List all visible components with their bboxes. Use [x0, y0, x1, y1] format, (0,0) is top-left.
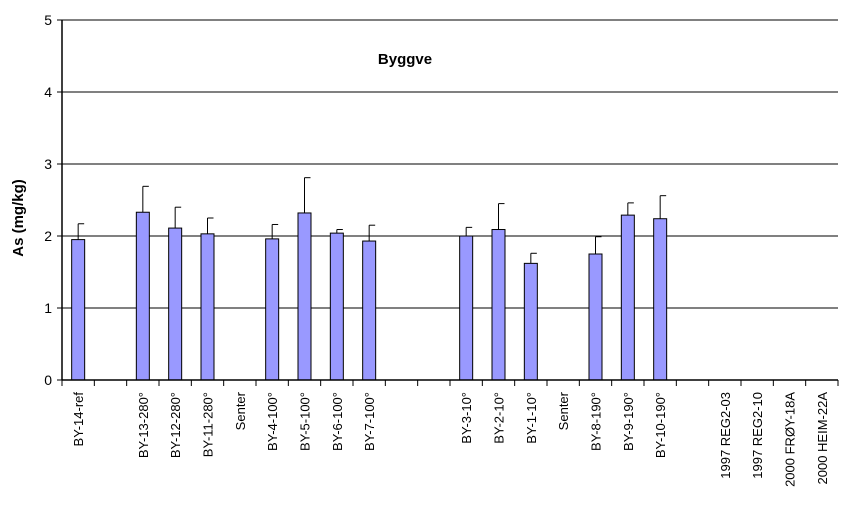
grid-layer	[62, 19, 838, 309]
y-tick-label-4: 4	[44, 84, 52, 100]
bar-18	[653, 218, 668, 381]
x-tick-label-22: 2000 FRØY-18A	[783, 392, 798, 487]
x-tick-label-9: BY-7-100°	[362, 392, 377, 451]
x-tick-label-6: BY-4-100°	[265, 392, 280, 451]
y-tick-label-3: 3	[44, 156, 52, 172]
y-tick-label-5: 5	[44, 12, 52, 28]
x-tick-label-4: BY-11-280°	[201, 392, 216, 457]
y-tick-label-0: 0	[44, 372, 52, 388]
bar-9	[362, 240, 377, 381]
bar-13	[491, 229, 506, 381]
bar-7	[297, 212, 312, 381]
bar-4	[200, 233, 215, 381]
x-tick-label-13: BY-2-10°	[492, 392, 507, 444]
x-tick-label-2: BY-13-280°	[136, 392, 151, 458]
bar-16	[588, 253, 603, 381]
bar-layer	[71, 177, 668, 381]
label-layer: 0 1 2 3 4 5 BY-14-ref BY-13-280° BY-12-280° BY-11…	[44, 12, 830, 487]
bar-17	[620, 214, 635, 381]
x-tick-label-5: Senter	[233, 391, 248, 430]
y-tick-label-2: 2	[44, 228, 52, 244]
bar-8	[329, 232, 344, 381]
bar-3	[168, 227, 183, 381]
bar-0	[71, 239, 86, 381]
x-tick-label-23: 2000 HEIM-22A	[815, 392, 830, 485]
x-tick-label-16: BY-8-190°	[589, 392, 604, 451]
chart-title: Byggve	[378, 51, 432, 68]
x-tick-label-8: BY-6-100°	[330, 392, 345, 451]
x-tick-label-20: 1997 REG2-03	[718, 392, 733, 479]
bar-6	[265, 238, 280, 381]
x-tick-label-12: BY-3-10°	[459, 392, 474, 444]
x-tick-label-17: BY-9-190°	[621, 392, 636, 451]
x-tick-label-7: BY-5-100°	[298, 392, 313, 451]
x-tick-label-15: Senter	[556, 391, 571, 430]
x-tick-label-3: BY-12-280°	[168, 392, 183, 458]
x-tick-label-18: BY-10-190°	[653, 392, 668, 458]
bar-12	[459, 235, 474, 381]
axis-layer	[57, 19, 839, 386]
bar-14	[523, 262, 538, 381]
y-tick-label-1: 1	[44, 300, 52, 316]
x-tick-label-21: 1997 REG2-10	[750, 392, 765, 479]
y-axis-title: As (mg/kg)	[10, 179, 27, 257]
bar-2	[135, 211, 150, 381]
x-tick-label-14: BY-1-10°	[524, 392, 539, 444]
x-tick-label-0: BY-14-ref	[71, 392, 86, 447]
